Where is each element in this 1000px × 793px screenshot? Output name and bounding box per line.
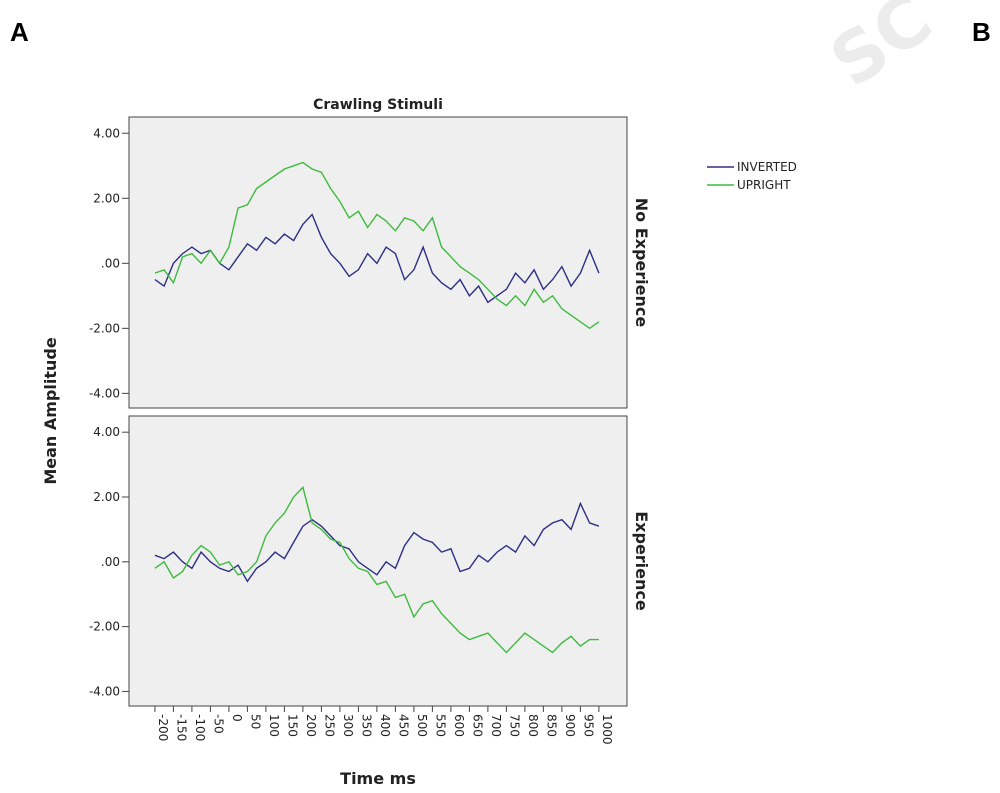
- x-tick-label: -100: [193, 714, 207, 741]
- x-tick-label: 600: [452, 714, 466, 737]
- y-tick-label: 2.00: [93, 191, 120, 205]
- x-tick-label: 100: [267, 714, 281, 737]
- x-tick-label: 1000: [600, 714, 614, 745]
- x-tick-label: -50: [211, 714, 225, 734]
- y-tick-label: -2.00: [89, 620, 120, 634]
- x-axis-label: Time ms: [340, 769, 416, 788]
- x-tick-label: 500: [415, 714, 429, 737]
- y-tick-label: 2.00: [93, 490, 120, 504]
- watermark: SC: [816, 0, 946, 103]
- x-tick-label: 750: [507, 714, 521, 737]
- legend-label: UPRIGHT: [737, 178, 791, 192]
- y-tick-label: 4.00: [93, 425, 120, 439]
- facet-label: Experience: [632, 511, 651, 611]
- facet-label: No Experience: [632, 198, 651, 328]
- y-tick-label: -2.00: [89, 321, 120, 335]
- chart-title: Crawling Stimuli: [313, 97, 443, 113]
- y-tick-label: .00: [101, 256, 120, 270]
- y-tick-label: .00: [101, 555, 120, 569]
- plot-area: [128, 415, 628, 707]
- x-tick-label: 400: [378, 714, 392, 737]
- x-tick-label: 550: [433, 714, 447, 737]
- x-tick-label: 900: [563, 714, 577, 737]
- y-axis-label: Mean Amplitude: [41, 337, 60, 485]
- x-tick-label: 200: [304, 714, 318, 737]
- x-tick-label: 950: [581, 714, 595, 737]
- x-tick-label: 650: [470, 714, 484, 737]
- x-tick-label: 50: [248, 714, 262, 729]
- data-line: [154, 485, 599, 654]
- x-tick-label: 350: [359, 714, 373, 737]
- x-tick-label: -200: [156, 714, 170, 741]
- y-tick-label: -4.00: [89, 684, 120, 698]
- x-tick-label: 450: [396, 714, 410, 737]
- x-tick-label: 850: [544, 714, 558, 737]
- data-line: [154, 213, 600, 304]
- x-tick-label: 700: [489, 714, 503, 737]
- panel-label: B: [972, 17, 991, 47]
- x-tick-label: 800: [526, 714, 540, 737]
- x-tick-label: -150: [174, 714, 188, 741]
- data-line: [154, 501, 600, 583]
- y-tick-label: -4.00: [89, 386, 120, 400]
- data-line: [154, 161, 600, 330]
- x-tick-label: 150: [285, 714, 299, 737]
- x-tick-label: 250: [322, 714, 336, 737]
- y-tick-label: 4.00: [93, 126, 120, 140]
- legend-label: INVERTED: [737, 160, 797, 174]
- x-tick-label: 300: [341, 714, 355, 737]
- x-tick-label: 0: [230, 714, 244, 722]
- panel-label: A: [10, 17, 29, 47]
